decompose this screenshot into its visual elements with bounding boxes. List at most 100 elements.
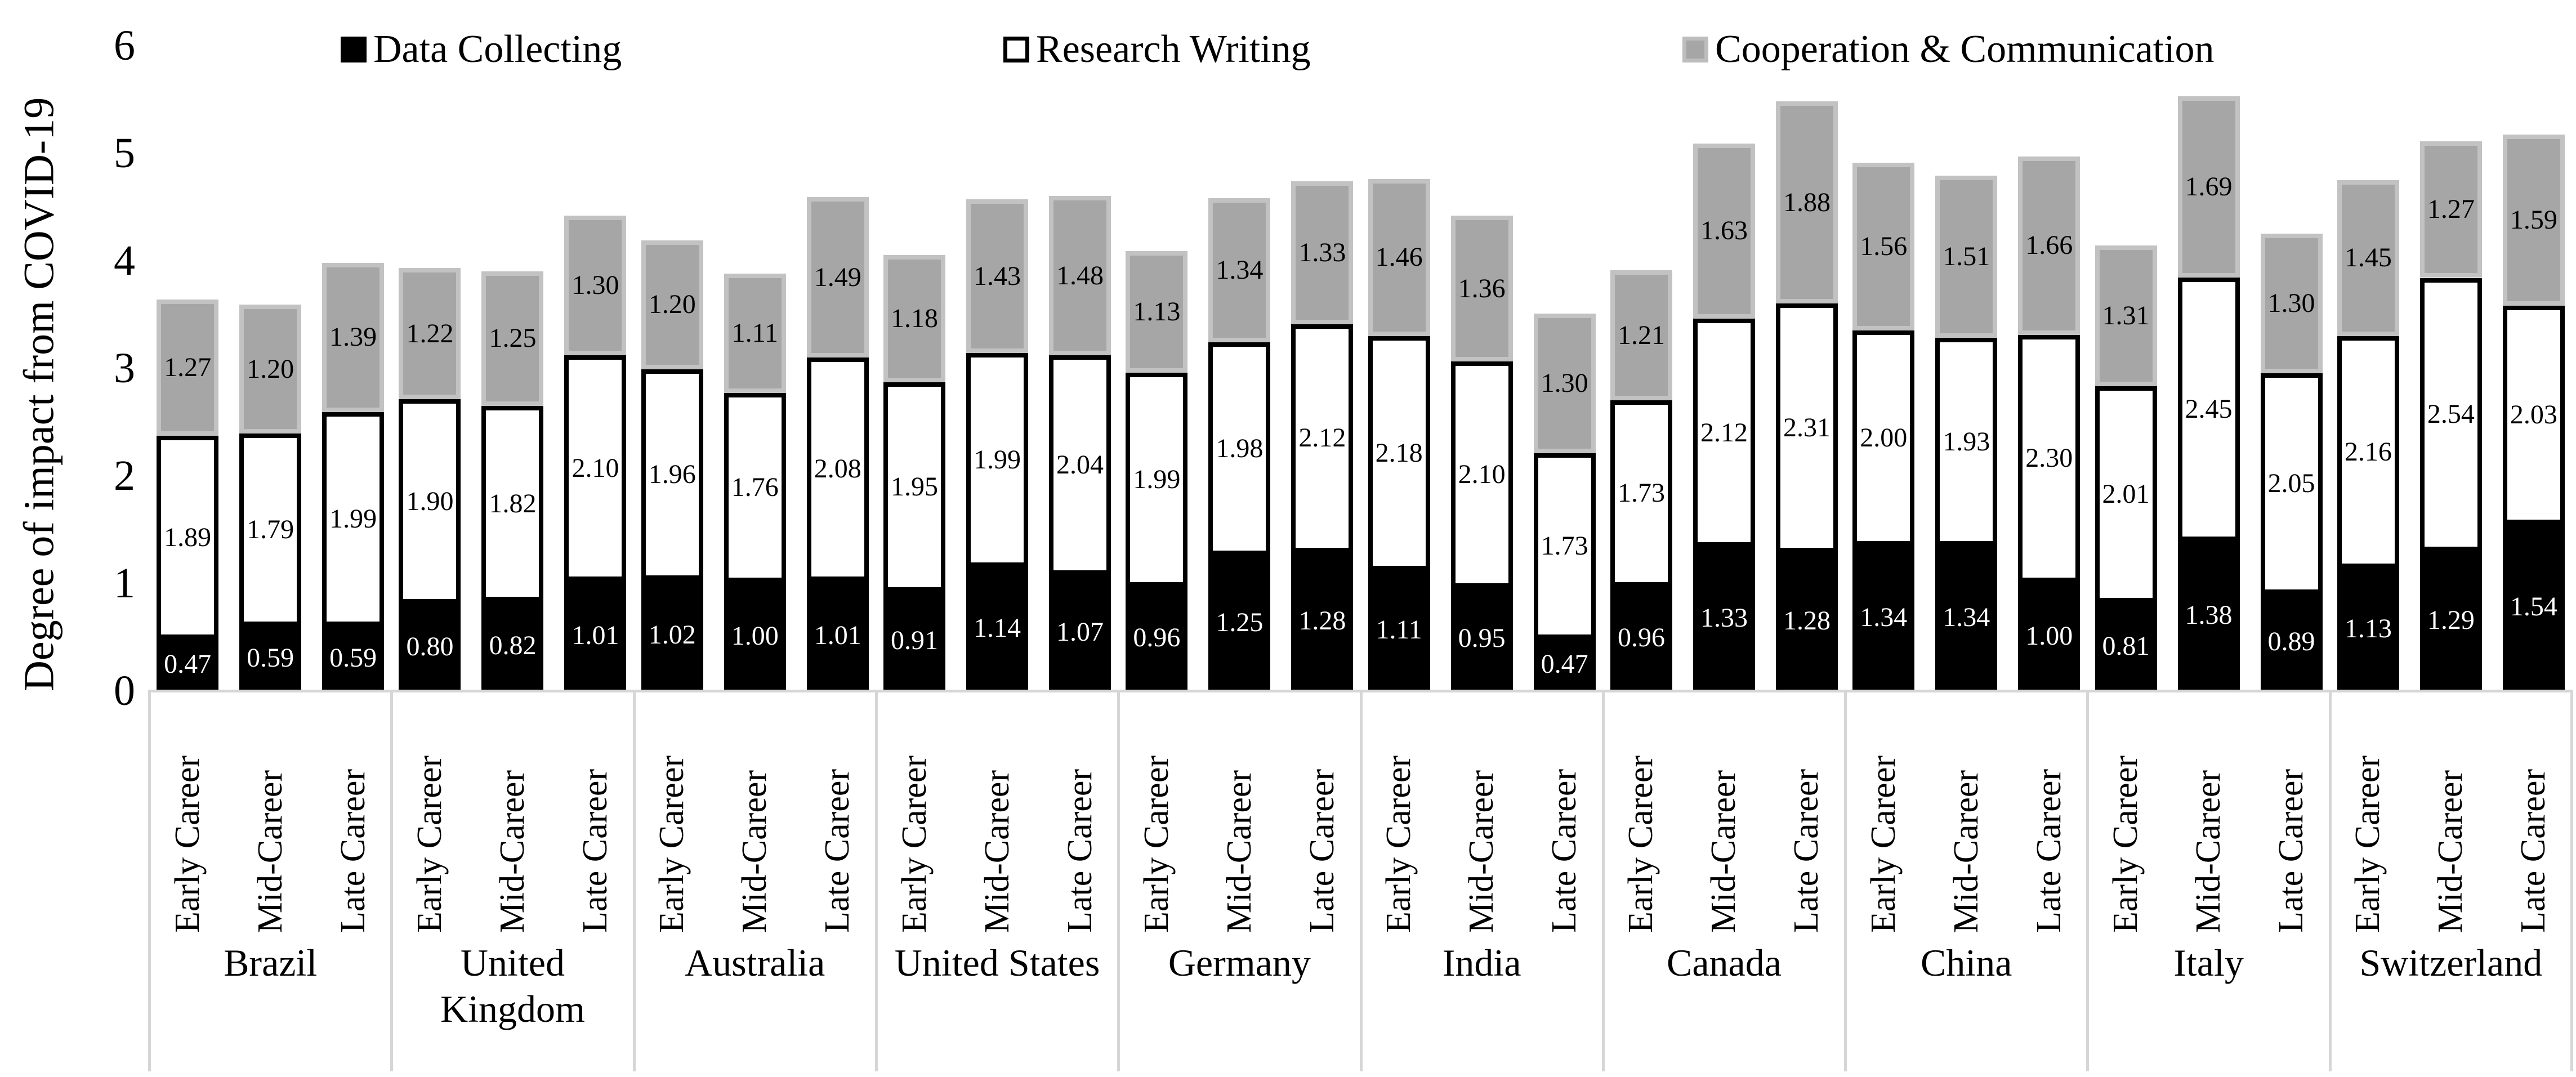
career-label-text: Mid-Career [1220,770,1258,933]
value-label: 1.11 [1376,615,1422,645]
segment-research-writing: 1.76 [724,392,786,582]
career-label-text: Late Career [1787,769,1826,933]
value-label: 1.34 [1216,255,1264,285]
value-label: 1.28 [1783,605,1831,636]
y-tick-4: 4 [114,237,135,284]
value-label: 1.29 [2427,605,2475,635]
value-label: 2.01 [2102,479,2150,510]
value-label: 1.48 [1056,260,1104,291]
value-label: 1.21 [1617,320,1665,350]
segment-data-collecting: 1.01 [564,581,627,690]
segment-research-writing: 2.30 [2018,334,2081,582]
bar-china-late-career: 1.00 2.30 1.66 [2018,156,2081,690]
bar-italy-late-career: 0.89 2.05 1.30 [2260,234,2323,690]
value-label: 1.20 [247,354,294,384]
segment-research-writing: 2.00 [1852,330,1915,546]
career-label-text: Early Career [1137,756,1176,933]
value-label: 0.96 [1617,623,1665,653]
career-label-text: Mid-Career [1946,770,1985,933]
career-label: Early Career [148,696,227,933]
y-axis-ticks: 0 1 2 3 4 5 6 [68,0,135,732]
group-separator [1844,690,1847,1071]
career-label: Late Career [2494,696,2573,933]
value-label: 1.33 [1700,602,1748,633]
career-label: Late Career [2010,696,2088,933]
value-label: 1.27 [164,352,212,382]
value-label: 1.07 [1056,616,1104,647]
plot-area: 0.47 1.89 1.27 0.59 1.79 1.20 0.59 1.99 1.39 0.80… [149,0,2572,690]
segment-data-collecting: 1.00 [2018,582,2081,690]
bar-united-states-mid-career: 1.14 1.99 1.43 [966,199,1029,690]
value-label: 2.30 [2025,443,2073,473]
career-label-text: Late Career [333,769,372,933]
segment-cooperation-communication: 1.33 [1291,181,1354,324]
value-label: 2.12 [1700,417,1748,448]
segment-cooperation-communication: 1.63 [1693,143,1755,319]
career-label: Late Career [556,696,635,933]
value-label: 2.16 [2344,436,2392,467]
segment-cooperation-communication: 1.36 [1450,215,1513,362]
group-separator [632,690,636,1071]
career-label-text: Early Career [1622,756,1660,933]
value-label: 1.38 [2185,600,2233,631]
value-label: 1.43 [974,261,1021,291]
group-separator [874,690,878,1071]
value-label: 1.89 [164,522,212,552]
career-label-text: Early Career [2106,756,2145,933]
bar-italy-early-career: 0.81 2.01 1.31 [2095,245,2157,690]
segment-cooperation-communication: 1.31 [2095,245,2157,387]
career-label-text: Mid-Career [251,770,289,933]
value-label: 1.28 [1298,605,1346,636]
career-label: Mid-Career [231,696,310,933]
career-label-text: Late Career [2272,769,2311,933]
value-label: 1.13 [1133,296,1181,327]
value-label: 1.33 [1298,237,1346,267]
career-label-text: Mid-Career [977,770,1016,933]
segment-cooperation-communication: 1.30 [1533,313,1596,453]
bar-australia-mid-career: 1.00 1.76 1.11 [724,273,786,690]
bar-brazil-late-career: 0.59 1.99 1.39 [322,262,385,690]
segment-research-writing: 2.18 [1368,336,1430,570]
segment-cooperation-communication: 1.21 [1610,270,1672,401]
segment-cooperation-communication: 1.59 [2502,135,2565,306]
value-label: 0.59 [329,642,377,673]
value-label: 0.80 [406,631,454,662]
career-label-text: Early Career [168,756,207,933]
value-label: 1.14 [974,613,1021,643]
segment-cooperation-communication: 1.20 [239,305,302,434]
segment-data-collecting: 1.25 [1208,555,1271,690]
y-tick-1: 1 [114,560,135,607]
value-label: 2.05 [2267,468,2315,499]
segment-cooperation-communication: 1.88 [1775,101,1838,304]
value-label: 1.00 [2025,620,2073,651]
career-label: Early Career [390,696,469,933]
value-label: 1.18 [891,303,939,334]
value-label: 0.81 [2102,631,2150,661]
segment-research-writing: 2.16 [2337,336,2399,569]
segment-cooperation-communication: 1.39 [322,262,385,413]
value-label: 2.10 [572,453,619,483]
value-label: 1.01 [572,620,619,650]
career-label: Late Career [1525,696,1604,933]
value-label: 1.56 [1860,231,1908,262]
career-label-text: Late Career [1060,769,1099,933]
value-label: 1.22 [406,318,454,348]
segment-research-writing: 2.31 [1775,303,1838,552]
segment-research-writing: 2.10 [564,355,627,582]
value-label: 2.31 [1783,412,1831,443]
value-label: 1.39 [329,322,377,352]
country-label: United Kingdom [440,941,585,1030]
segment-research-writing: 1.73 [1610,400,1672,587]
segment-cooperation-communication: 1.56 [1852,163,1915,331]
segment-data-collecting: 1.29 [2419,551,2482,690]
value-label: 1.99 [1133,464,1181,494]
bar-india-mid-career: 0.95 2.10 1.36 [1450,215,1513,690]
y-tick-6: 6 [114,22,135,69]
bar-canada-mid-career: 1.33 2.12 1.63 [1693,143,1755,690]
segment-data-collecting: 1.54 [2502,524,2565,690]
segment-cooperation-communication: 1.30 [564,215,627,355]
segment-research-writing: 1.73 [1533,453,1596,640]
segment-research-writing: 1.90 [399,399,461,604]
country-label: Australia [685,941,825,984]
country-label: Germany [1168,941,1311,984]
